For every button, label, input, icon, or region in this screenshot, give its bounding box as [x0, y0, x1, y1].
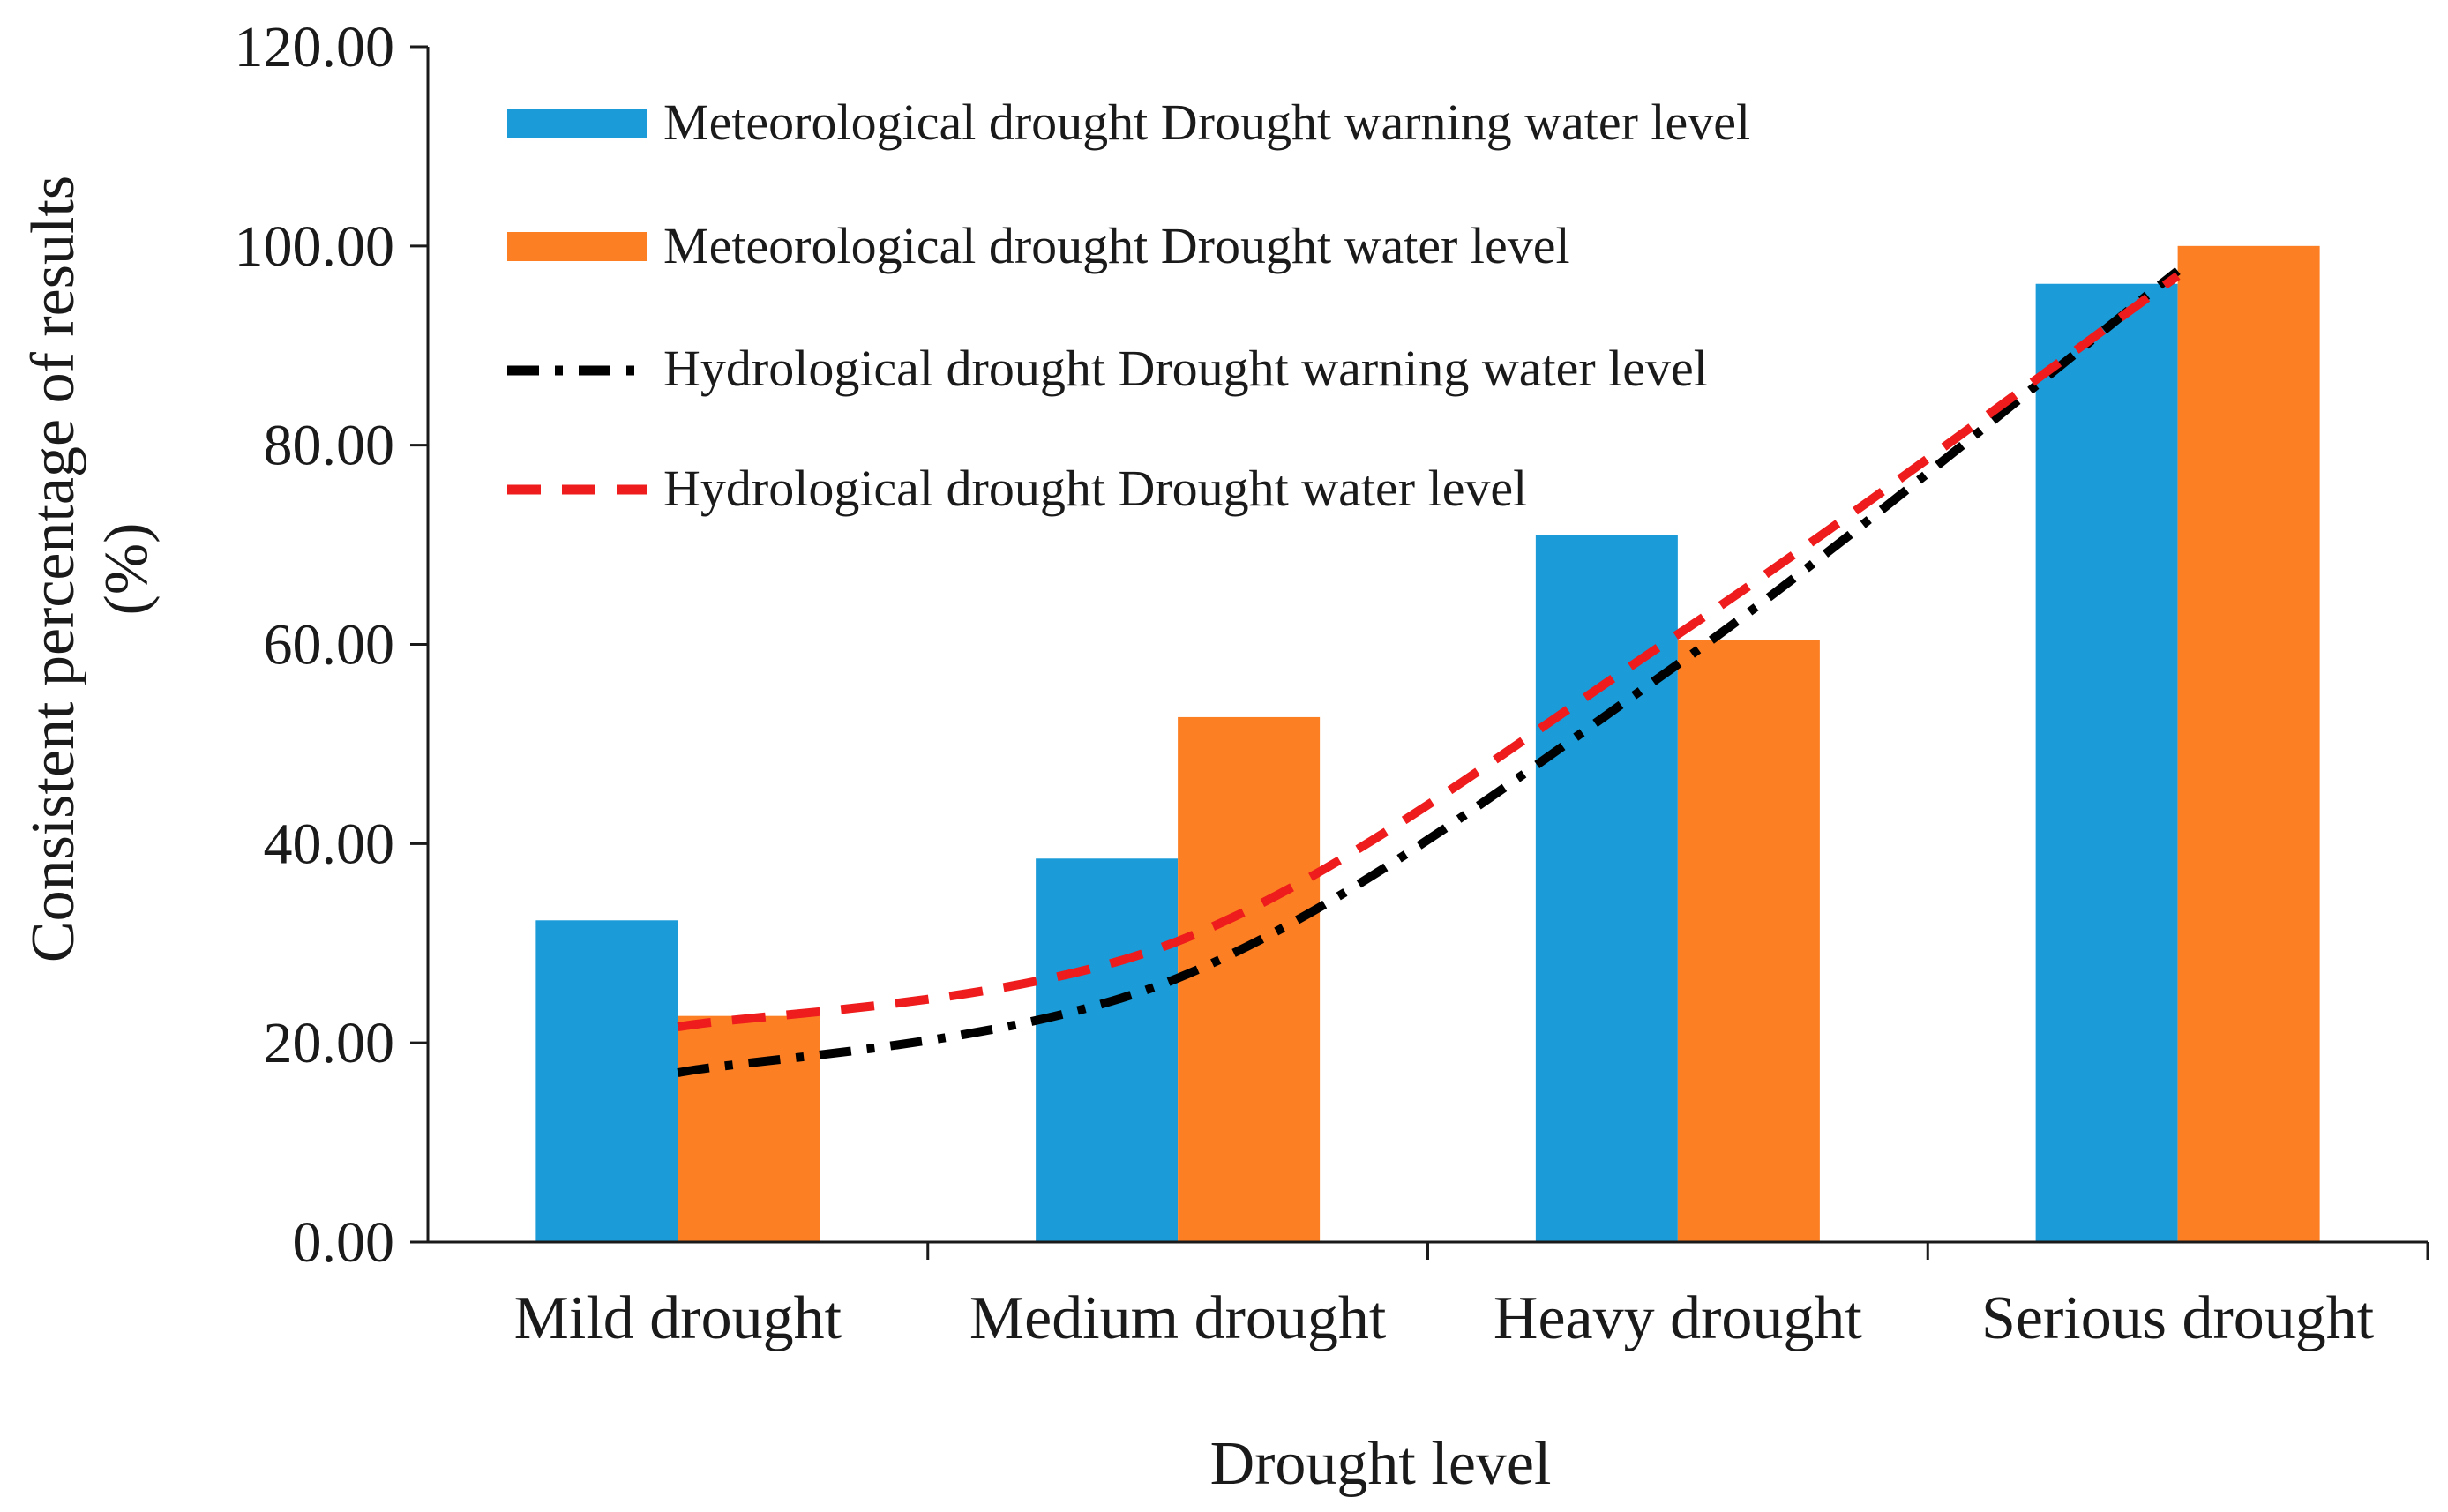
legend: Meteorological drought Drought warning w…: [507, 94, 1750, 517]
bars: [535, 245, 2320, 1242]
legend-swatch-met-warning: [507, 109, 647, 138]
x-axis-labels: Mild drought Medium drought Heavy drought S…: [514, 1284, 2375, 1352]
bar-series0-3: [2035, 283, 2178, 1242]
legend-label-hyd-warning: Hydrological drought Drought warning wat…: [663, 340, 1708, 397]
bar-series1-3: [2177, 245, 2320, 1242]
y-tick-label: 60.00: [264, 613, 395, 677]
bar-series0-1: [1036, 858, 1179, 1242]
bar-series1-0: [678, 1015, 820, 1242]
axes: [426, 47, 2429, 1260]
y-tick-label: 40.00: [264, 812, 395, 876]
x-category-label: Medium drought: [969, 1284, 1387, 1352]
line-series3: [677, 272, 2181, 1032]
y-tick-label: 120.00: [235, 15, 395, 79]
y-axis-unit: (%): [93, 523, 161, 616]
legend-swatch-met-drought: [507, 232, 647, 261]
x-axis-title: Drought level: [1210, 1430, 1552, 1498]
y-axis-ticks: 0.00 20.00 40.00 60.00 80.00 100.00 120.00: [235, 15, 428, 1275]
x-category-label: Serious drought: [1981, 1284, 2375, 1352]
y-tick-label: 0.00: [293, 1210, 395, 1275]
y-tick-label: 20.00: [264, 1011, 395, 1075]
bar-series0-2: [1535, 535, 1678, 1242]
legend-label-hyd-drought: Hydrological drought Drought water level: [663, 460, 1527, 517]
y-tick-label: 100.00: [235, 214, 395, 279]
line-series2: [677, 267, 2181, 1077]
y-axis-unit-text: (%): [93, 523, 161, 616]
legend-label-met-drought: Meteorological drought Drought water lev…: [663, 217, 1570, 274]
bar-series1-1: [1178, 716, 1321, 1242]
legend-label-met-warning: Meteorological drought Drought warning w…: [663, 94, 1750, 151]
x-category-label: Heavy drought: [1494, 1284, 1863, 1352]
y-axis-title-text: Consistent percentage of results: [19, 176, 87, 962]
lines: [677, 267, 2181, 1077]
y-axis-title: Consistent percentage of results: [19, 176, 87, 962]
y-tick-label: 80.00: [264, 414, 395, 478]
bar-series0-0: [535, 920, 678, 1242]
bar-series1-2: [1677, 640, 1820, 1242]
x-category-label: Mild drought: [514, 1284, 842, 1352]
